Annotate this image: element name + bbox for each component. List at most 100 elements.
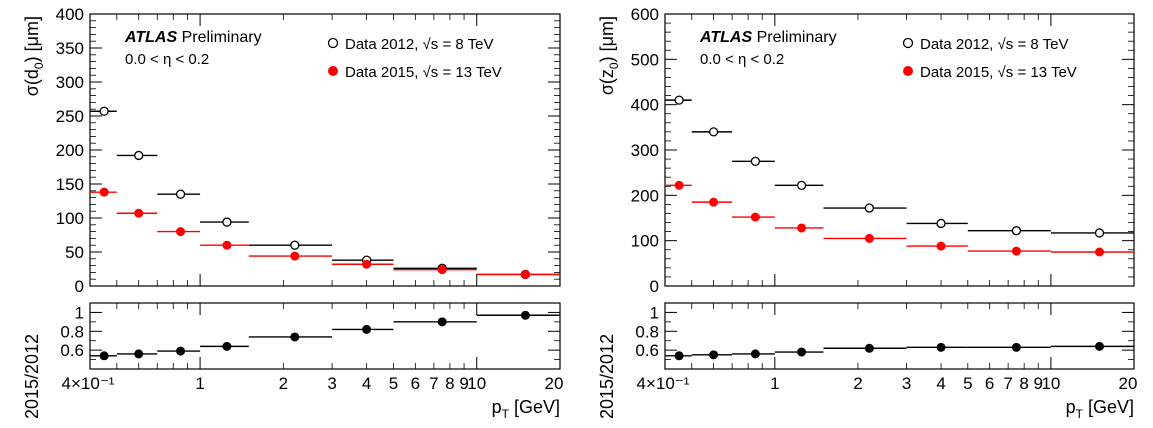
x-tick-label: 5: [389, 374, 398, 393]
ratio-point: [674, 351, 684, 361]
ratio-y-tick-label: 0.8: [635, 322, 659, 341]
ratio-y-tick-label: 0.8: [60, 322, 84, 341]
series-2012-point: [222, 217, 232, 227]
ratio-point: [1095, 341, 1105, 351]
x-tick-label: 3: [327, 374, 336, 393]
series-2015-point: [520, 269, 530, 279]
ratio-point: [362, 324, 372, 334]
x-tick-label: 4: [936, 374, 945, 393]
series-2015-point: [134, 208, 144, 218]
y-tick-label: 500: [631, 50, 659, 69]
legend-entry: Data 2012, √s = 8 TeV: [345, 36, 493, 53]
x-tick-label: 7: [429, 374, 438, 393]
eta-range-label: 0.0 < η < 0.2: [125, 51, 209, 68]
y-tick-label: 0: [75, 277, 84, 296]
ratio-y-tick-label: 0.6: [60, 341, 84, 360]
series-2012-point: [1011, 226, 1022, 236]
x-axis-title: pT [GeV]: [1066, 397, 1134, 421]
series-2015-point: [674, 180, 684, 190]
x-tick-label: 3: [902, 374, 911, 393]
series-2015-point: [290, 251, 300, 261]
ratio-y-tick-label: 0.6: [635, 341, 659, 360]
legend-marker-2012: [902, 37, 914, 49]
series-2015-point: [362, 259, 372, 269]
y-tick-label: 0: [650, 277, 659, 296]
ratio-point: [1011, 342, 1021, 352]
x-axis-title: pT [GeV]: [492, 397, 560, 421]
x-tick-label: 10: [1041, 374, 1060, 393]
y-axis-title: σ(z0) [μm]: [597, 16, 621, 95]
ratio-y-axis-title: 2015/2012: [22, 334, 42, 419]
series-2015-point: [99, 187, 109, 197]
x-tick-label: 8: [1019, 374, 1028, 393]
y-tick-label: 100: [631, 232, 659, 251]
ratio-point: [99, 351, 109, 361]
series-2015-point: [437, 265, 447, 275]
y-tick-label: 50: [65, 243, 84, 262]
x-tick-label: 20: [545, 374, 564, 393]
y-tick-label: 300: [56, 73, 84, 92]
ratio-point: [222, 341, 232, 351]
ratio-point: [520, 310, 530, 320]
series-2015-point: [1095, 247, 1105, 257]
ratio-y-tick-label: 1: [75, 303, 84, 322]
y-tick-label: 250: [56, 107, 84, 126]
x-tick-label: 1: [770, 374, 779, 393]
ratio-point: [864, 343, 874, 353]
x-tick-label: 20: [1119, 374, 1138, 393]
ratio-point: [709, 350, 719, 360]
series-2012-point: [175, 189, 186, 199]
y-tick-label: 200: [631, 186, 659, 205]
x-tick-label: 1: [195, 374, 204, 393]
y-tick-label: 400: [631, 96, 659, 115]
series-2015-point: [864, 233, 874, 243]
ratio-point: [134, 349, 144, 359]
ratio-point: [290, 332, 300, 342]
x-tick-label: 5: [963, 374, 972, 393]
series-2015-point: [709, 197, 719, 207]
x-tick-label: 9: [459, 374, 468, 393]
x-tick-label: 9: [1034, 374, 1043, 393]
y-tick-label: 300: [631, 141, 659, 160]
series-2012-point: [796, 180, 807, 191]
series-2012-point: [708, 127, 719, 137]
eta-range-label: 0.0 < η < 0.2: [700, 51, 784, 68]
y-tick-label: 100: [56, 209, 84, 228]
ratio-y-tick-label: 1: [650, 303, 659, 322]
y-axis-title: σ(d0) [μm]: [22, 16, 46, 96]
series-2012-point: [750, 156, 761, 166]
ratio-point: [750, 349, 760, 359]
y-tick-label: 200: [56, 141, 84, 160]
series-2015-point: [1011, 246, 1021, 256]
x-tick-label: 2: [853, 374, 862, 393]
atlas-label: ATLAS Preliminary: [699, 29, 837, 46]
series-2012-point: [134, 150, 144, 161]
ratio-point: [936, 342, 946, 352]
ratio-plot-frame: [89, 302, 561, 370]
series-2015-point: [797, 223, 807, 233]
series-2012-point: [290, 240, 300, 250]
y-tick-label: 600: [631, 5, 659, 24]
y-tick-label: 350: [56, 39, 84, 58]
ratio-point: [437, 317, 447, 327]
series-2015-point: [936, 241, 946, 251]
series-2012-point: [99, 106, 109, 116]
series-2015-point: [222, 240, 232, 250]
x-tick-label: 10: [467, 374, 486, 393]
legend-entry: Data 2015, √s = 13 TeV: [345, 64, 502, 81]
x-tick-label: 6: [985, 374, 994, 393]
x-tick-label: 2: [279, 374, 288, 393]
legend-marker-2015: [903, 66, 913, 76]
ratio-y-axis-title: 2015/2012: [597, 334, 617, 419]
series-2012-point: [936, 218, 946, 229]
x-tick-label: 4×10⁻¹: [62, 374, 115, 393]
series-2015-point: [750, 212, 760, 222]
y-tick-label: 150: [56, 175, 84, 194]
atlas-label: ATLAS Preliminary: [124, 29, 262, 46]
series-2012-point: [864, 203, 875, 213]
ratio-point: [176, 346, 186, 356]
